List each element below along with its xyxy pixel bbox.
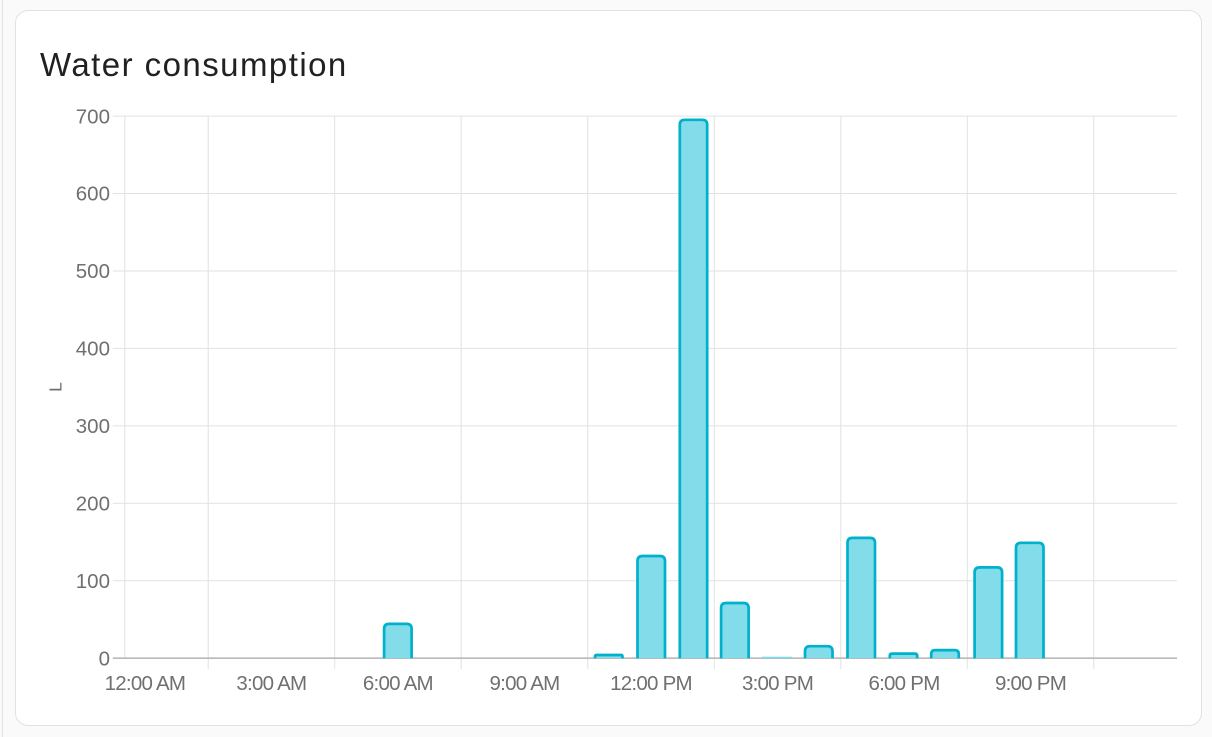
svg-text:3:00 AM: 3:00 AM (236, 672, 306, 695)
svg-text:6:00 PM: 6:00 PM (868, 672, 939, 695)
svg-text:12:00 PM: 12:00 PM (610, 672, 692, 695)
svg-text:400: 400 (76, 338, 110, 361)
svg-text:L: L (46, 382, 66, 392)
svg-text:12:00 AM: 12:00 AM (105, 672, 186, 695)
svg-text:0: 0 (99, 647, 110, 670)
svg-text:100: 100 (76, 570, 110, 593)
svg-text:300: 300 (76, 415, 110, 438)
svg-text:200: 200 (76, 492, 110, 515)
svg-text:9:00 PM: 9:00 PM (995, 672, 1066, 695)
svg-text:600: 600 (76, 183, 110, 206)
svg-text:500: 500 (76, 260, 110, 283)
svg-text:6:00 AM: 6:00 AM (363, 672, 433, 695)
svg-text:700: 700 (76, 105, 110, 128)
svg-text:3:00 PM: 3:00 PM (742, 672, 813, 695)
svg-text:9:00 AM: 9:00 AM (490, 672, 560, 695)
